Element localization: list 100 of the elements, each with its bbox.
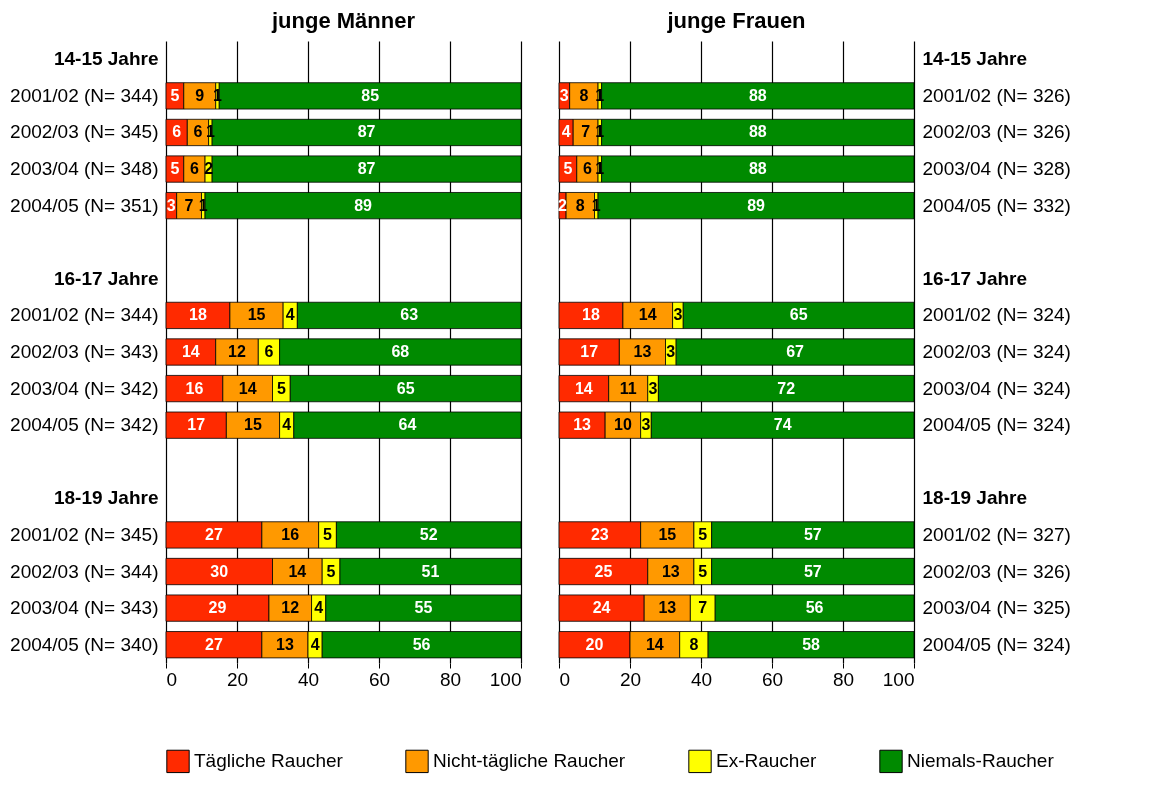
legend-label: Niemals-Raucher [907, 750, 1055, 772]
data-label: 6 [172, 123, 182, 141]
data-label: 10 [614, 416, 632, 434]
data-label: 65 [789, 306, 808, 324]
data-label: 88 [748, 160, 767, 178]
data-label: 6 [189, 160, 199, 178]
data-label: 13 [658, 599, 677, 617]
y-tick-label: 2003/04 (N= 324) [922, 377, 1071, 399]
y-tick-label: 2002/03 (N= 326) [922, 560, 1071, 582]
data-label: 7 [581, 123, 591, 141]
y-tick-label: 2003/04 (N= 348) [10, 158, 159, 180]
data-label: 55 [414, 599, 433, 617]
x-tick-label: 60 [761, 668, 784, 690]
x-tick-label: 0 [166, 668, 178, 690]
y-tick-label: 2002/03 (N= 345) [10, 121, 159, 143]
data-label: 68 [391, 343, 410, 360]
data-label: 3 [648, 379, 658, 397]
x-tick-label: 40 [297, 668, 320, 690]
y-tick-label: 16-17 Jahre [922, 267, 1028, 289]
data-label: 5 [276, 379, 286, 397]
data-label: 74 [773, 416, 792, 434]
data-label: 14 [181, 343, 200, 360]
data-label: 58 [802, 635, 821, 653]
data-label: 8 [575, 196, 585, 214]
data-label: 9 [195, 86, 205, 104]
data-label: 6 [193, 123, 203, 141]
y-tick-label: 2002/03 (N= 326) [922, 121, 1071, 143]
chart-title: junge Frauen [666, 8, 806, 33]
data-label: 88 [748, 86, 767, 104]
data-label: 63 [400, 306, 419, 324]
data-label: 1 [595, 86, 605, 104]
data-label: 5 [698, 562, 708, 580]
data-label: 11 [619, 379, 637, 397]
data-label: 57 [803, 562, 822, 580]
data-label: 8 [579, 86, 589, 104]
data-label: 27 [205, 525, 223, 543]
data-label: 3 [673, 306, 683, 324]
data-label: 14 [638, 306, 657, 324]
data-label: 13 [573, 416, 592, 434]
data-label: 13 [633, 343, 652, 360]
x-tick-label: 40 [690, 668, 713, 690]
data-label: 88 [748, 123, 767, 141]
y-tick-label: 2001/02 (N= 326) [922, 84, 1071, 106]
y-tick-label: 2004/05 (N= 342) [10, 414, 159, 436]
legend-label: Nicht-tägliche Raucher [433, 750, 626, 772]
data-label: 8 [689, 635, 699, 653]
data-label: 5 [563, 160, 573, 178]
data-label: 64 [398, 416, 417, 434]
data-label: 3 [641, 416, 651, 434]
data-label: 4 [561, 123, 571, 141]
data-label: 4 [285, 306, 295, 324]
y-tick-label: 2001/02 (N= 344) [10, 304, 159, 326]
data-label: 1 [198, 196, 208, 214]
x-tick-label: 80 [439, 668, 462, 690]
y-tick-label: 2004/05 (N= 324) [922, 633, 1071, 655]
chart-title: junge Männer [270, 8, 416, 33]
y-tick-label: 2003/04 (N= 325) [922, 597, 1071, 619]
data-label: 18 [582, 306, 600, 324]
data-label: 56 [805, 599, 824, 617]
data-label: 12 [281, 599, 300, 617]
y-tick-label: 2004/05 (N= 351) [10, 194, 159, 216]
data-label: 1 [591, 196, 601, 214]
data-label: 4 [310, 635, 320, 653]
y-tick-label: 18-19 Jahre [53, 487, 159, 509]
data-label: 15 [658, 525, 677, 543]
legend-label: Tägliche Raucher [194, 750, 344, 772]
y-tick-label: 2004/05 (N= 340) [10, 633, 159, 655]
data-label: 15 [244, 416, 262, 434]
data-label: 87 [357, 123, 376, 141]
data-label: 13 [276, 635, 294, 653]
data-label: 14 [288, 562, 307, 580]
data-label: 7 [184, 196, 194, 214]
y-tick-label: 14-15 Jahre [53, 48, 159, 70]
data-label: 23 [590, 525, 609, 543]
y-tick-label: 2003/04 (N= 342) [10, 377, 159, 399]
data-label: 27 [205, 635, 223, 653]
data-label: 16 [281, 525, 300, 543]
data-label: 24 [592, 599, 611, 617]
data-label: 51 [421, 562, 440, 580]
y-tick-label: 14-15 Jahre [922, 48, 1028, 70]
data-label: 16 [185, 379, 204, 397]
x-tick-label: 60 [368, 668, 391, 690]
x-tick-label: 20 [619, 668, 642, 690]
data-label: 4 [282, 416, 292, 434]
y-tick-label: 2002/03 (N= 343) [10, 341, 159, 362]
data-label: 12 [228, 343, 246, 360]
y-tick-label: 2001/02 (N= 345) [10, 523, 159, 545]
data-label: 13 [661, 562, 680, 580]
data-label: 1 [213, 86, 223, 104]
y-tick-label: 18-19 Jahre [922, 487, 1028, 509]
data-label: 89 [354, 196, 373, 214]
data-label: 14 [574, 379, 593, 397]
data-label: 3 [166, 196, 176, 214]
data-label: 2 [558, 196, 568, 214]
data-label: 1 [205, 123, 215, 141]
data-label: 5 [323, 525, 333, 543]
data-label: 14 [238, 379, 257, 397]
data-label: 25 [594, 562, 613, 580]
data-label: 89 [747, 196, 766, 214]
y-tick-label: 2003/04 (N= 328) [922, 158, 1071, 180]
